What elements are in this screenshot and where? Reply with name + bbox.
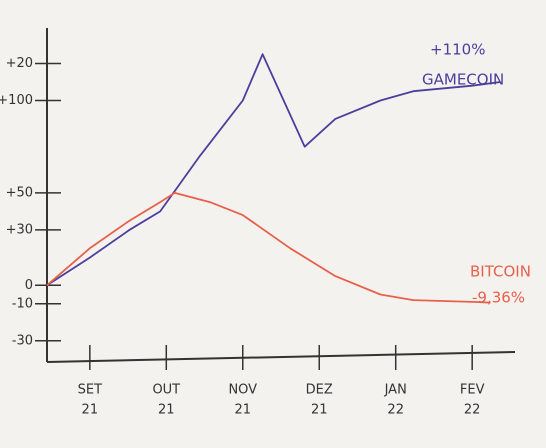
series-line: [46, 191, 491, 304]
annotation: -9,36%: [472, 289, 525, 307]
y-tick-label: +20: [6, 56, 33, 71]
annotation: +110%: [430, 41, 485, 59]
x-tick-label: 22: [464, 403, 481, 418]
x-axis: [46, 351, 516, 363]
x-tick-label: DEZ: [306, 383, 333, 398]
x-tick-label: OUT: [152, 383, 180, 398]
y-tick-label: +30: [6, 222, 33, 237]
y-tick-label: -30: [12, 333, 33, 348]
x-tick-label: FEV: [460, 383, 485, 398]
x-tick-label: SET: [78, 383, 102, 398]
x-tick-label: 21: [158, 403, 175, 418]
y-tick-label: -10: [12, 296, 33, 311]
y-tick-label: +50: [6, 185, 33, 200]
y-tick-label: +100: [0, 93, 33, 108]
x-tick-label: NOV: [228, 383, 257, 398]
x-tick-label: 22: [387, 403, 404, 418]
x-tick-label: 21: [82, 403, 99, 418]
legend-label: BITCOIN: [470, 263, 531, 281]
x-tick-label: 21: [311, 403, 328, 418]
y-tick-label: 0: [25, 278, 33, 293]
series-line: [46, 53, 501, 287]
x-tick-label: JAN: [384, 383, 407, 398]
x-tick-label: 21: [234, 403, 251, 418]
